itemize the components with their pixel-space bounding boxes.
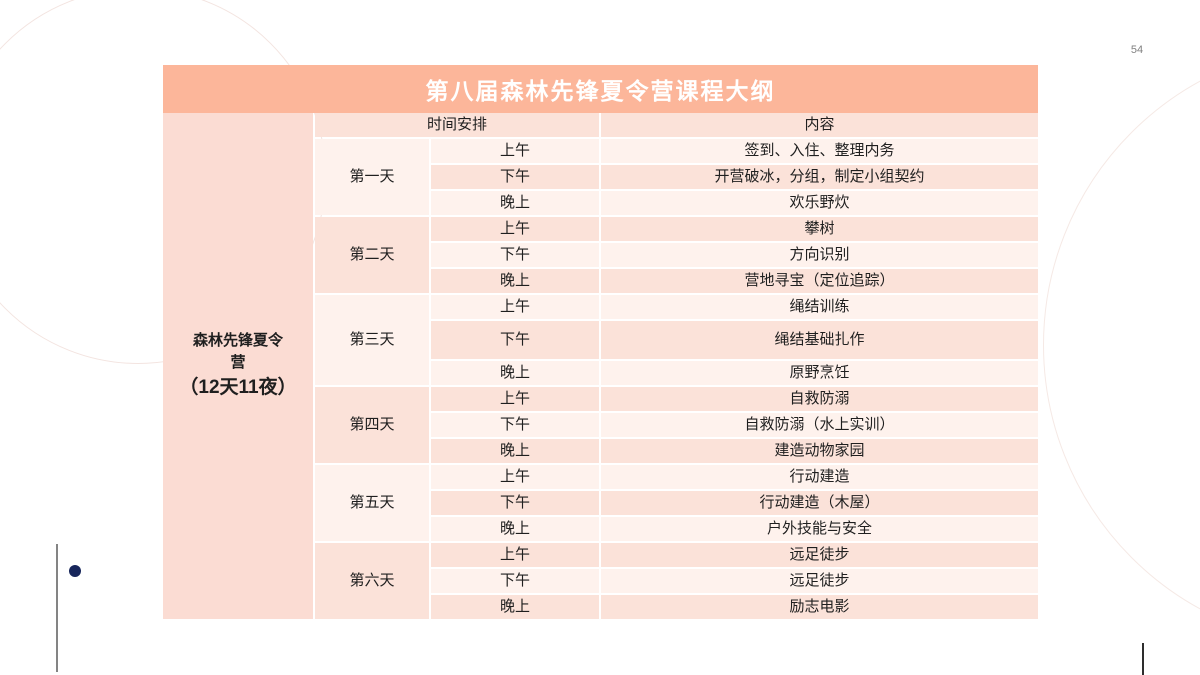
content-cell: 签到、入住、整理内务	[601, 139, 1038, 163]
time-cell: 下午	[431, 165, 600, 189]
content-cell: 行动建造	[601, 465, 1038, 489]
page-number: 54	[1130, 44, 1144, 56]
camp-title-cell: 森林先锋夏令营 （12天11夜）	[163, 113, 313, 619]
time-cell: 上午	[431, 217, 600, 241]
day-cell: 第一天	[315, 139, 429, 215]
time-cell: 上午	[431, 139, 600, 163]
content-cell: 欢乐野炊	[601, 191, 1038, 215]
day-cell: 第三天	[315, 295, 429, 385]
time-cell: 晚上	[431, 361, 600, 385]
left-accent-line	[56, 544, 58, 672]
content-cell: 原野烹饪	[601, 361, 1038, 385]
table-title: 第八届森林先锋夏令营课程大纲	[425, 78, 776, 104]
content-cell: 自救防溺（水上实训）	[601, 413, 1038, 437]
content-cell: 建造动物家园	[601, 439, 1038, 463]
content-cell: 户外技能与安全	[601, 517, 1038, 541]
day-cell: 第六天	[315, 543, 429, 619]
time-cell: 晚上	[431, 191, 600, 215]
content-cell: 开营破冰，分组，制定小组契约	[601, 165, 1038, 189]
time-cell: 下午	[431, 413, 600, 437]
content-header: 内容	[601, 113, 1038, 137]
table-title-bar: 第八届森林先锋夏令营课程大纲	[163, 65, 1038, 113]
camp-name: 森林先锋夏令营	[192, 332, 283, 372]
time-cell: 上午	[431, 465, 600, 489]
time-cell: 晚上	[431, 517, 600, 541]
time-cell: 上午	[431, 387, 600, 411]
content-cell: 远足徒步	[601, 569, 1038, 593]
content-cell: 攀树	[601, 217, 1038, 241]
time-cell: 下午	[431, 243, 600, 267]
day-cell: 第四天	[315, 387, 429, 463]
time-cell: 晚上	[431, 439, 600, 463]
time-cell: 下午	[431, 491, 600, 515]
time-cell: 下午	[431, 321, 600, 359]
content-cell: 方向识别	[601, 243, 1038, 267]
content-cell: 远足徒步	[601, 543, 1038, 567]
time-cell: 晚上	[431, 269, 600, 293]
time-cell: 上午	[431, 543, 600, 567]
time-cell: 晚上	[431, 595, 600, 619]
right-accent-line	[1142, 643, 1144, 675]
time-schedule-header: 时间安排	[315, 113, 600, 137]
time-cell: 下午	[431, 569, 600, 593]
content-cell: 行动建造（木屋）	[601, 491, 1038, 515]
time-cell: 上午	[431, 295, 600, 319]
content-cell: 励志电影	[601, 595, 1038, 619]
schedule-table: 森林先锋夏令营 （12天11夜） 时间安排 内容 第一天 上午 签到、入住、整理内务 下午 开营…	[161, 111, 1040, 621]
content-cell: 营地寻宝（定位追踪）	[601, 269, 1038, 293]
day-cell: 第五天	[315, 465, 429, 541]
content-cell: 绳结训练	[601, 295, 1038, 319]
day-cell: 第二天	[315, 217, 429, 293]
decorative-circle-right	[1043, 44, 1200, 646]
content-cell: 自救防溺	[601, 387, 1038, 411]
navy-dot	[69, 565, 81, 577]
content-cell: 绳结基础扎作	[601, 321, 1038, 359]
camp-duration: （12天11夜）	[179, 376, 297, 398]
